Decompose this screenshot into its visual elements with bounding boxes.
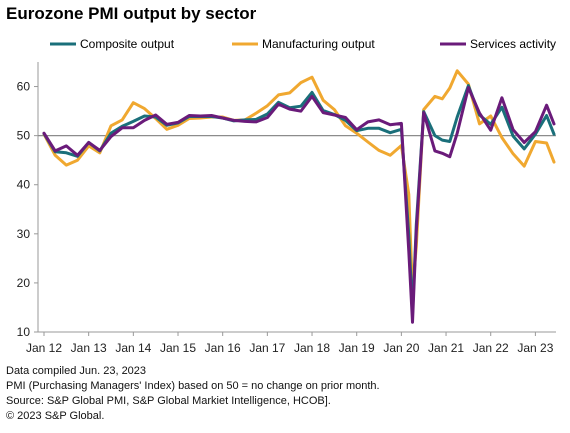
y-tick-label: 30 bbox=[17, 227, 31, 241]
note-copyright: © 2023 S&P Global. bbox=[6, 410, 105, 422]
note-source: Source: S&P Global PMI, S&P Global Marki… bbox=[6, 395, 331, 407]
x-tick-label: Jan 17 bbox=[249, 341, 285, 355]
series-line-manufacturing-output bbox=[42, 69, 556, 294]
legend: Composite output Manufacturing output Serv… bbox=[50, 37, 556, 51]
x-tick-label: Jan 12 bbox=[26, 341, 62, 355]
y-tick-label: 10 bbox=[17, 325, 31, 339]
axes: 10 20 30 40 50 60 Jan 12 Jan 13 Jan 14 Jan 15 Jan … bbox=[17, 62, 556, 355]
chart-title: Eurozone PMI output by sector bbox=[6, 4, 257, 23]
y-tick-label: 40 bbox=[17, 178, 31, 192]
legend-label: Services activity bbox=[470, 37, 556, 51]
notes: Data compiled Jun. 23, 2023 PMI (Purchas… bbox=[6, 364, 380, 424]
series-line-services-activity bbox=[42, 86, 556, 324]
x-tick-label: Jan 18 bbox=[294, 341, 330, 355]
y-tick-label: 20 bbox=[17, 276, 31, 290]
legend-label: Manufacturing output bbox=[262, 37, 375, 51]
x-tick-label: Jan 13 bbox=[71, 341, 107, 355]
note-compiled: Data compiled Jun. 23, 2023 bbox=[6, 365, 147, 377]
x-tick-label: Jan 16 bbox=[205, 341, 241, 355]
x-tick-label: Jan 21 bbox=[428, 341, 464, 355]
x-tick-label: Jan 15 bbox=[160, 341, 196, 355]
x-tick-label: Jan 23 bbox=[517, 341, 553, 355]
y-tick-label: 50 bbox=[17, 129, 31, 143]
series-group bbox=[42, 69, 556, 324]
note-pmi-definition: PMI (Purchasing Managers' Index) based o… bbox=[6, 380, 380, 392]
x-tick-label: Jan 19 bbox=[339, 341, 375, 355]
x-tick-label: Jan 14 bbox=[115, 341, 151, 355]
legend-label: Composite output bbox=[80, 37, 175, 51]
x-tick-label: Jan 20 bbox=[383, 341, 419, 355]
x-tick-label: Jan 22 bbox=[473, 341, 509, 355]
y-tick-label: 60 bbox=[17, 80, 31, 94]
